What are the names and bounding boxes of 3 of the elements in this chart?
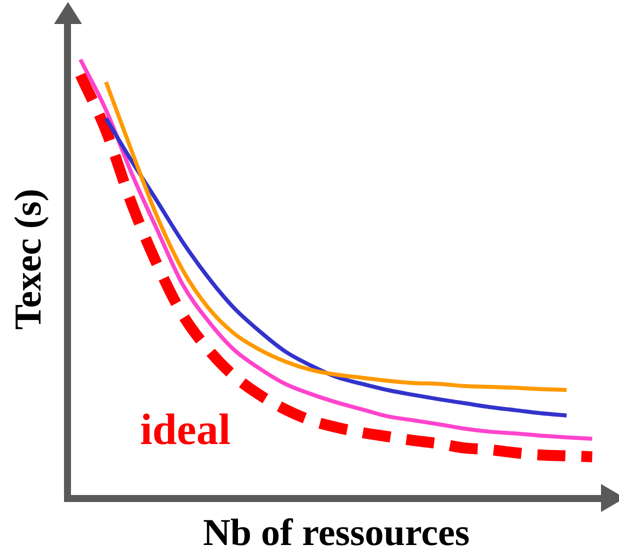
series-label: ideal <box>140 404 231 454</box>
y-axis-title: Texec (s) <box>8 188 50 330</box>
x-axis-title: Nb of ressources <box>202 512 470 554</box>
